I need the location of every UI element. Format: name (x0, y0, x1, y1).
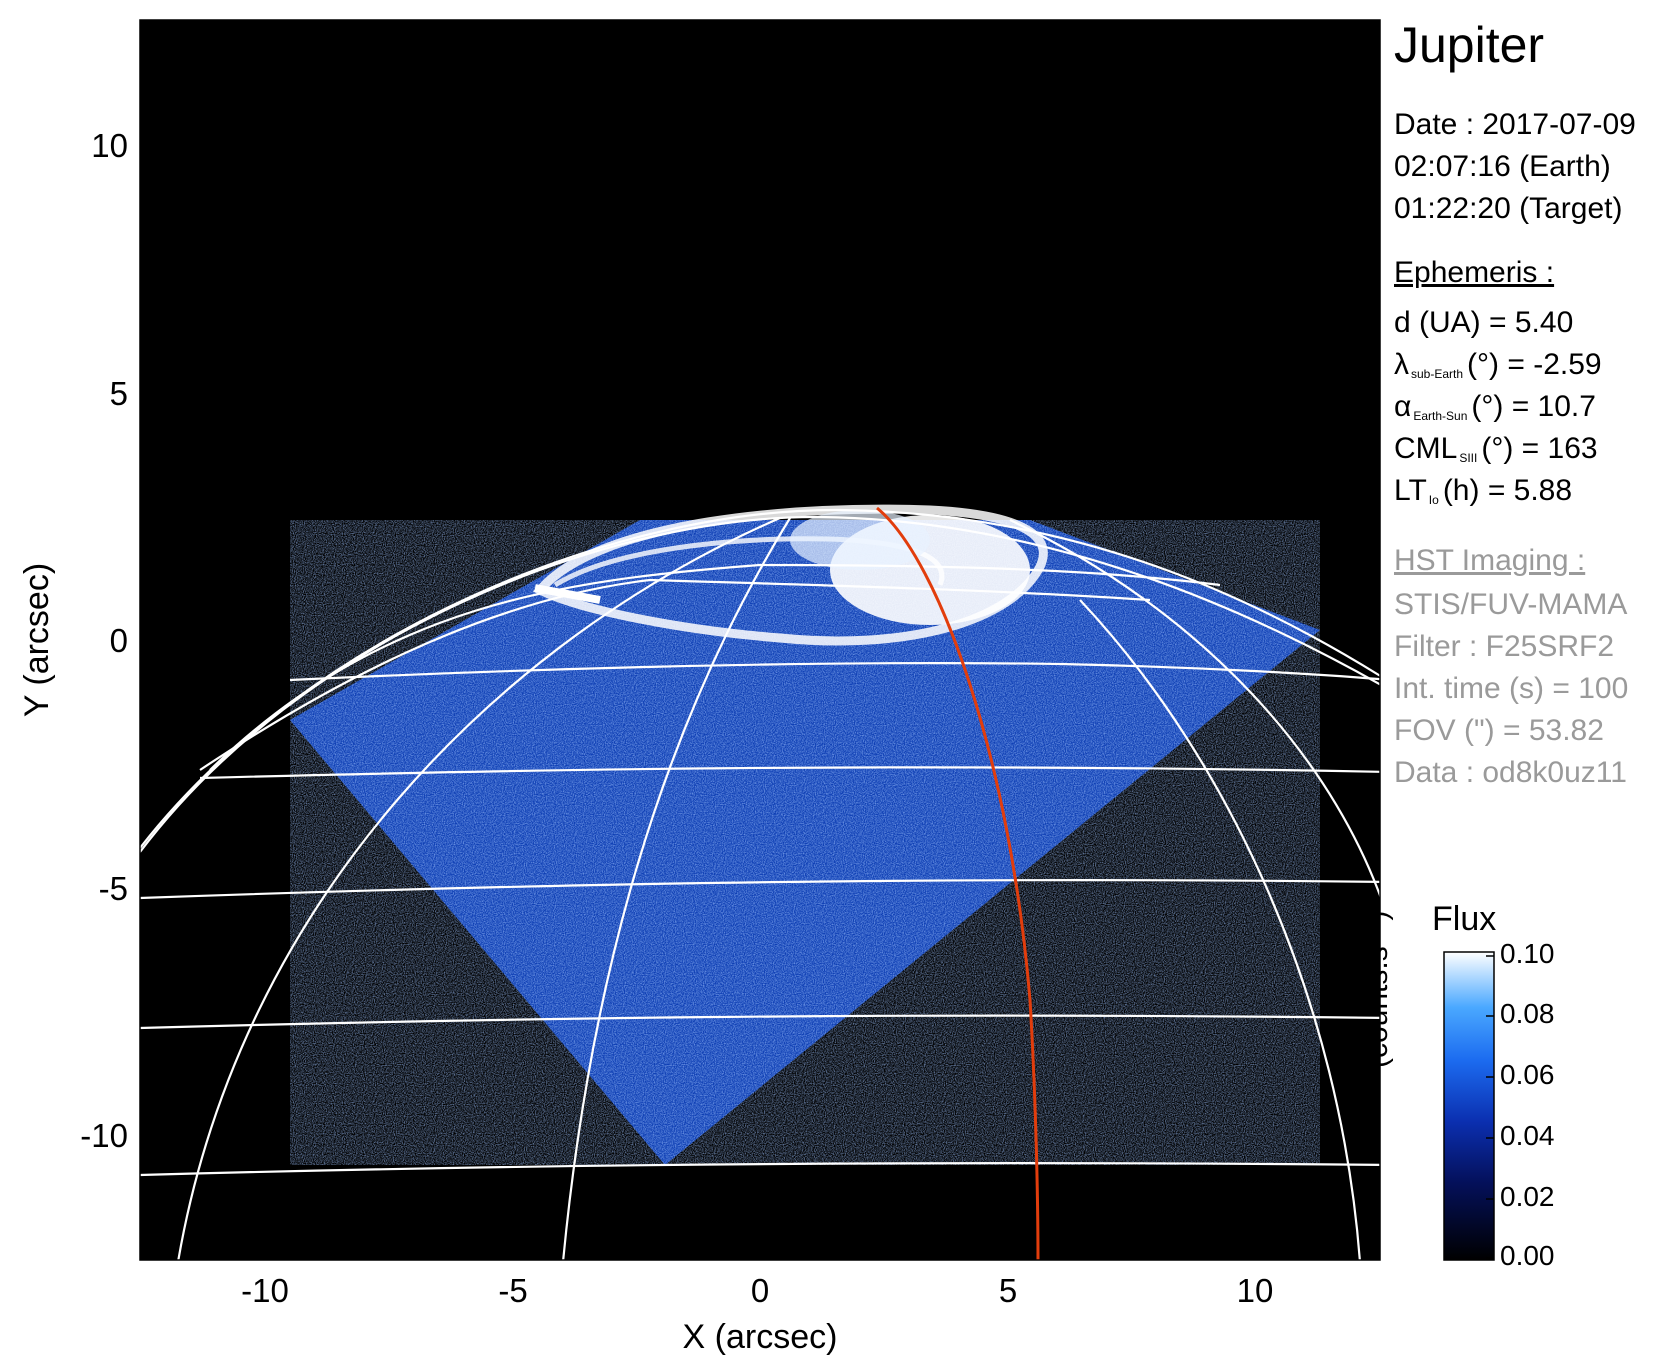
cml-value: (°) = 163 (1481, 432, 1598, 465)
lt-value: (h) = 5.88 (1442, 474, 1573, 507)
y-tick-label: -10 (80, 1117, 128, 1154)
hst-filter: Filter : F25SRF2 (1394, 630, 1615, 663)
plot-frame (139, 19, 1381, 1261)
ephemeris-heading: Ephemeris : (1394, 256, 1555, 289)
colorbar-unit: (counts.s⁻¹) (1361, 910, 1394, 1068)
x-axis-label: X (arcsec) (683, 1318, 838, 1356)
date-line: Date : 2017-07-09 (1394, 108, 1636, 141)
colorbar-ticks (1486, 955, 1494, 1259)
ephemeris-lambda: λ sub-Earth (°) = -2.59 (1394, 344, 1602, 395)
cml-subscript: SIII (1459, 451, 1478, 465)
y-tick-label: 0 (110, 622, 128, 659)
ephemeris-distance: d (UA) = 5.40 (1394, 306, 1574, 339)
hst-data-id: Data : od8k0uz11 (1394, 756, 1627, 789)
colorbar-tick-label: 0.00 (1500, 1240, 1555, 1271)
lt-symbol: LT (1394, 474, 1427, 507)
hst-int-time: Int. time (s) = 100 (1394, 672, 1629, 705)
x-tick-label: -5 (498, 1272, 527, 1309)
lambda-value: (°) = -2.59 (1467, 348, 1602, 381)
colorbar-tick-label: 0.10 (1500, 938, 1555, 969)
x-tick-label: 10 (1237, 1272, 1274, 1309)
x-tick-label: 0 (751, 1272, 769, 1309)
y-tick-label: 5 (110, 375, 128, 412)
target-title: Jupiter (1394, 17, 1545, 73)
colorbar-tick-label: 0.02 (1500, 1181, 1555, 1212)
alpha-subscript: Earth-Sun (1413, 409, 1468, 423)
colorbar-tick-label: 0.04 (1500, 1120, 1555, 1151)
target-time: 01:22:20 (Target) (1394, 192, 1623, 225)
planet-grid (140, 508, 1380, 1260)
y-tick-label: 10 (91, 127, 128, 164)
y-axis-label: Y (arcsec) (18, 563, 56, 717)
x-tick-labels: -10 -5 0 5 10 (241, 1272, 1273, 1309)
lambda-symbol: λ (1394, 348, 1409, 381)
ephemeris-cml: CML SIII (°) = 163 (1394, 428, 1598, 479)
colorbar (1443, 951, 1495, 1261)
hst-instrument: STIS/FUV-MAMA (1394, 588, 1628, 621)
lambda-subscript: sub-Earth (1411, 367, 1464, 381)
io-footprint-curve (876, 506, 1040, 1260)
y-tick-label: -5 (99, 870, 128, 907)
cml-symbol: CML (1394, 432, 1458, 465)
hst-fov: FOV (") = 53.82 (1394, 714, 1604, 747)
colorbar-tick-label: 0.06 (1500, 1059, 1555, 1090)
ephemeris-alpha: α Earth-Sun (°) = 10.7 (1394, 386, 1596, 437)
x-tick-label: -10 (241, 1272, 289, 1309)
alpha-value: (°) = 10.7 (1471, 390, 1596, 423)
y-tick-labels: 10 5 0 -5 -10 (80, 127, 128, 1154)
colorbar-tick-label: 0.08 (1500, 998, 1555, 1029)
hst-heading: HST Imaging : (1394, 544, 1586, 577)
earth-time: 02:07:16 (Earth) (1394, 150, 1611, 183)
alpha-symbol: α (1394, 390, 1412, 423)
lt-subscript: Io (1428, 493, 1439, 507)
ephemeris-lt: LT Io (h) = 5.88 (1394, 470, 1572, 521)
x-tick-label: 5 (999, 1272, 1017, 1309)
colorbar-title: Flux (1432, 900, 1497, 938)
